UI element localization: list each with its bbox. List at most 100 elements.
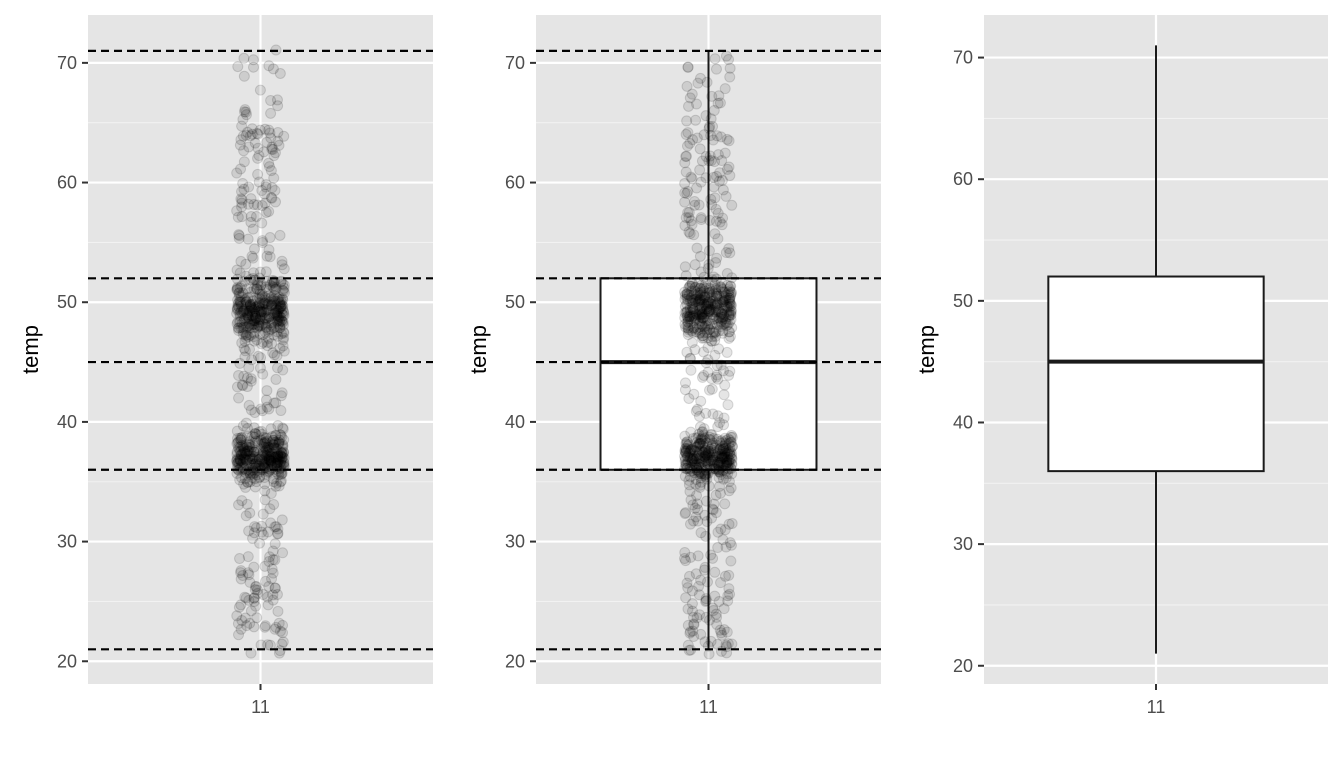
- data-point: [272, 450, 284, 462]
- data-point: [267, 434, 279, 446]
- data-point: [275, 455, 287, 467]
- data-point: [273, 647, 285, 659]
- data-point: [231, 302, 243, 314]
- data-point: [249, 451, 261, 463]
- data-point: [244, 305, 256, 317]
- data-point: [259, 485, 271, 497]
- data-point: [704, 214, 716, 226]
- data-point: [679, 307, 691, 319]
- data-point: [687, 304, 699, 316]
- data-point: [247, 252, 259, 264]
- data-point: [244, 298, 256, 310]
- data-point: [690, 114, 702, 126]
- data-point: [271, 309, 283, 321]
- data-point: [238, 315, 250, 327]
- data-point: [720, 472, 732, 484]
- data-point: [241, 423, 253, 435]
- data-point: [708, 498, 720, 510]
- data-point: [260, 432, 272, 444]
- data-point: [248, 527, 260, 539]
- data-point: [246, 315, 258, 327]
- data-point: [232, 432, 244, 444]
- data-point: [688, 307, 700, 319]
- data-point: [237, 453, 249, 465]
- data-point: [706, 455, 718, 467]
- data-point: [682, 186, 694, 198]
- data-point: [271, 451, 283, 463]
- data-point: [238, 145, 250, 157]
- data-point: [248, 302, 260, 314]
- data-point: [251, 446, 263, 458]
- data-point: [705, 193, 717, 205]
- data-point: [269, 582, 281, 594]
- data-point: [240, 296, 252, 308]
- data-point: [684, 626, 696, 638]
- data-point: [685, 426, 697, 438]
- data-point: [687, 326, 699, 338]
- data-point: [231, 454, 243, 466]
- data-point: [708, 171, 720, 183]
- data-point: [244, 507, 256, 519]
- y-tick-label: 20: [57, 651, 77, 671]
- data-point: [681, 115, 693, 127]
- data-point: [265, 300, 277, 312]
- data-point: [269, 307, 281, 319]
- data-point: [235, 623, 247, 635]
- data-point: [692, 77, 704, 89]
- data-point: [698, 129, 710, 141]
- data-point: [269, 185, 281, 197]
- data-point: [679, 453, 691, 465]
- data-point: [679, 384, 691, 396]
- data-point: [249, 428, 261, 440]
- data-point: [238, 304, 250, 316]
- data-point: [267, 347, 279, 359]
- data-point: [699, 290, 711, 302]
- data-point: [711, 369, 723, 381]
- data-point: [712, 542, 724, 554]
- data-point: [260, 444, 272, 456]
- data-point: [679, 157, 691, 169]
- data-point: [711, 130, 723, 142]
- data-point: [267, 589, 279, 601]
- data-point: [260, 436, 272, 448]
- data-point: [234, 452, 246, 464]
- data-point: [261, 443, 273, 455]
- data-point: [718, 419, 730, 431]
- data-point: [231, 381, 243, 393]
- data-point: [703, 245, 715, 257]
- data-point: [242, 476, 254, 488]
- data-point: [272, 304, 284, 316]
- data-point: [685, 494, 697, 506]
- data-point: [266, 299, 278, 311]
- data-point: [237, 305, 249, 317]
- data-point: [275, 328, 287, 340]
- data-point: [257, 368, 269, 380]
- data-point: [245, 445, 257, 457]
- data-point: [690, 314, 702, 326]
- data-point: [270, 521, 282, 533]
- data-point: [231, 318, 243, 330]
- data-point: [721, 460, 733, 472]
- data-point: [711, 297, 723, 309]
- data-point: [270, 430, 282, 442]
- data-point: [263, 324, 275, 336]
- data-point: [725, 431, 737, 443]
- data-point: [236, 120, 248, 132]
- data-point: [700, 530, 712, 542]
- data-point: [234, 290, 246, 302]
- y-tick-label: 70: [505, 53, 525, 73]
- data-point: [260, 432, 272, 444]
- data-point: [699, 308, 711, 320]
- data-point: [253, 319, 265, 331]
- data-point: [266, 442, 278, 454]
- data-point: [263, 300, 275, 312]
- data-point: [238, 447, 250, 459]
- data-point: [240, 448, 252, 460]
- data-point: [723, 161, 735, 173]
- data-point: [686, 598, 698, 610]
- data-point: [684, 280, 696, 292]
- data-point: [270, 300, 282, 312]
- data-point: [256, 290, 268, 302]
- data-point: [277, 285, 289, 297]
- data-point: [262, 639, 274, 651]
